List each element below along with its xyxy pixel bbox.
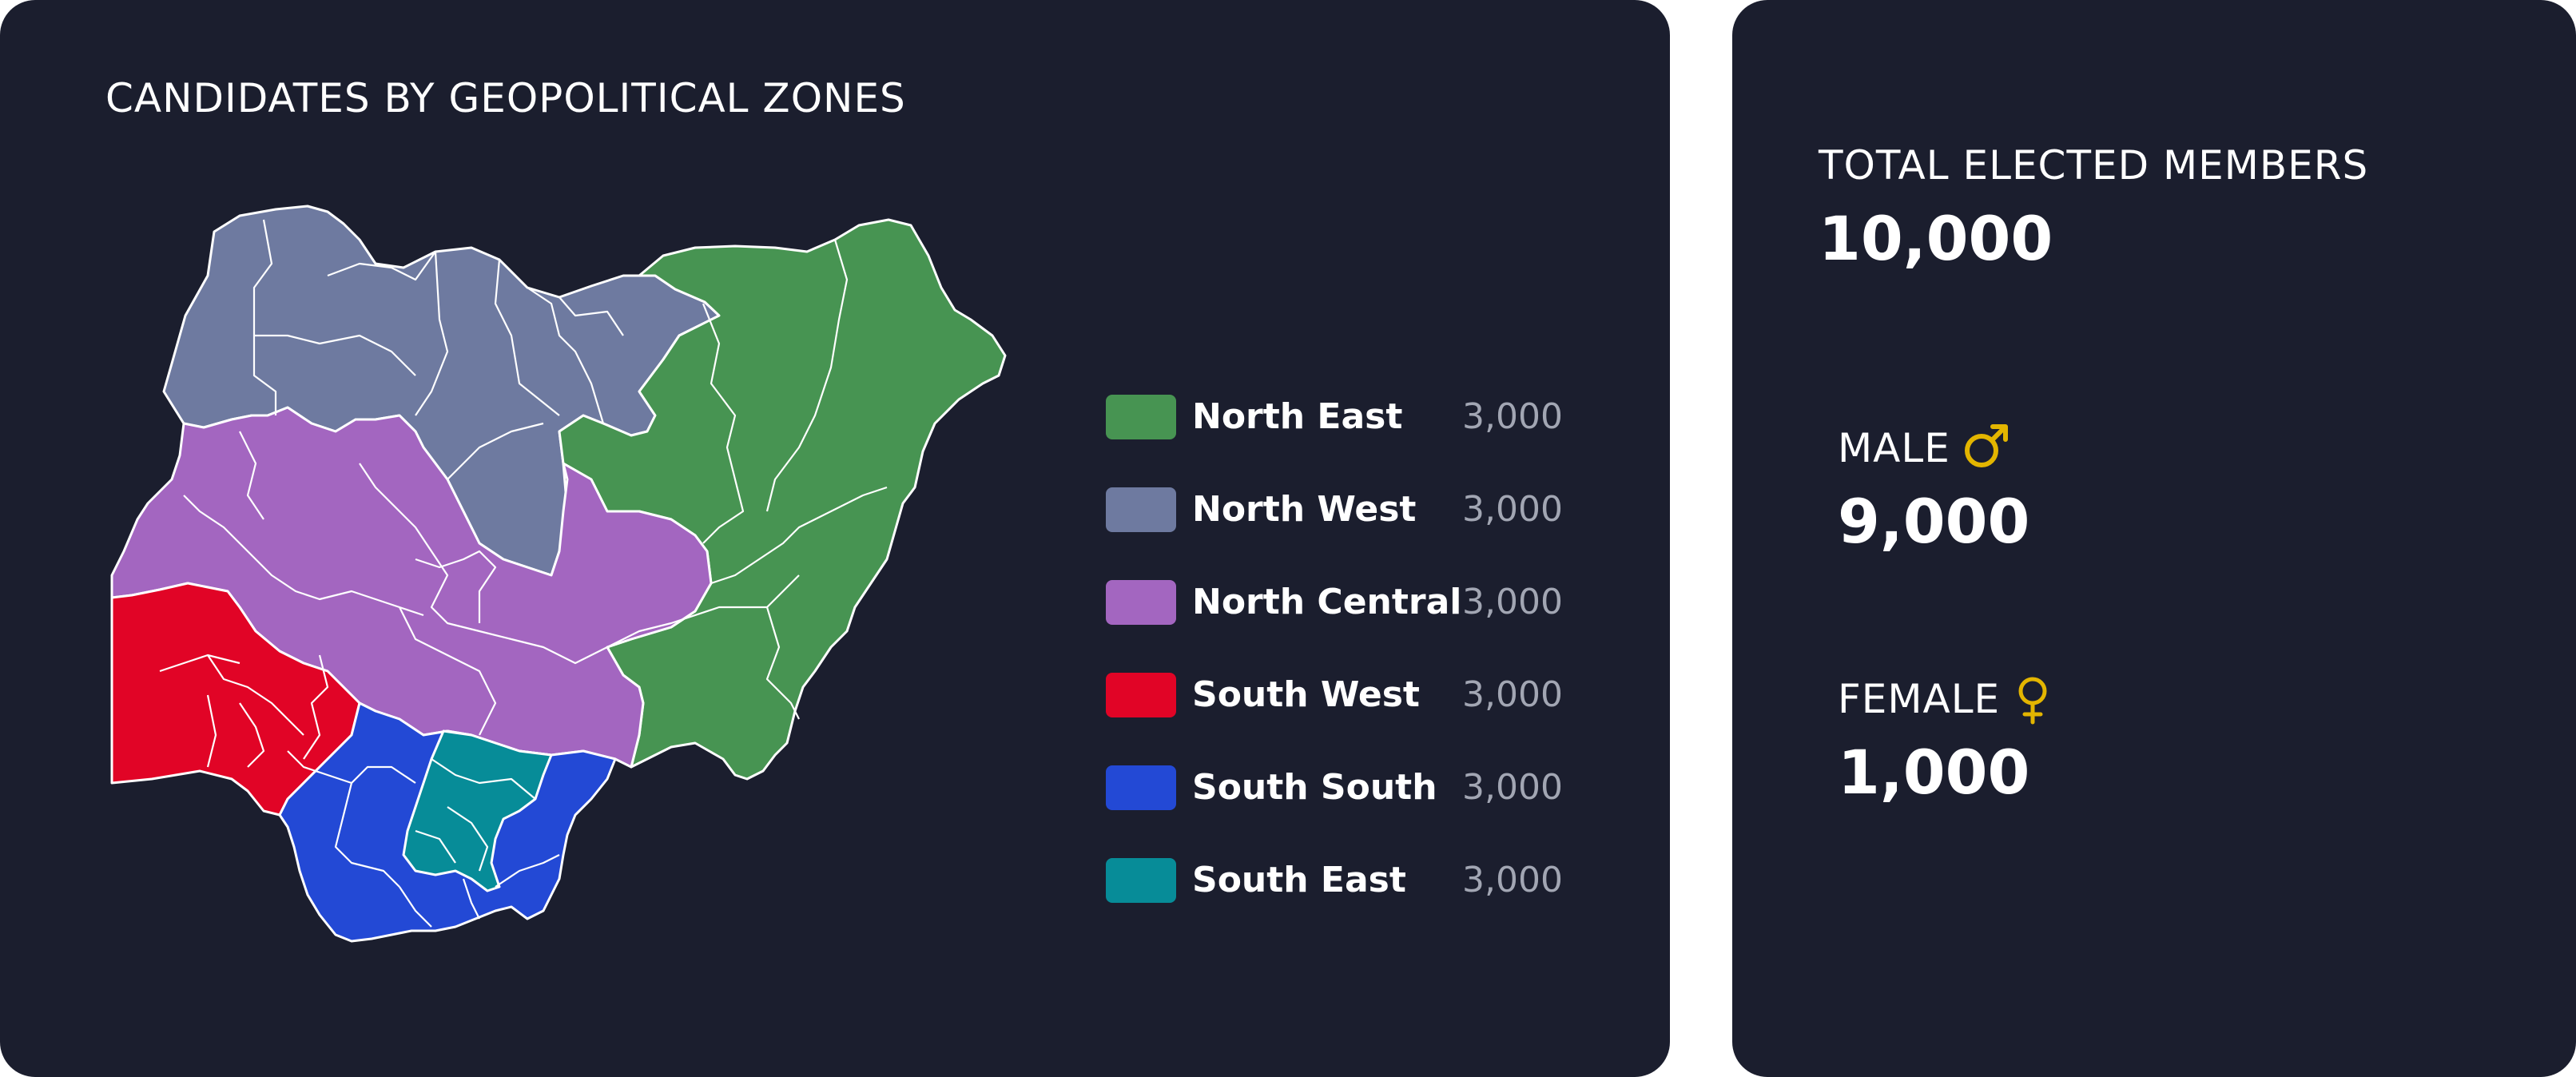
legend: North East 3,000 North West 3,000 North … (1106, 395, 1601, 951)
legend-item-north-west[interactable]: North West 3,000 (1106, 487, 1601, 580)
legend-item-south-south[interactable]: South South 3,000 (1106, 765, 1601, 858)
zone-south-east[interactable] (402, 729, 553, 892)
stats-card: TOTAL ELECTED MEMBERS 10,000 MALE 9,000 … (1732, 0, 2576, 1077)
legend-swatch (1106, 580, 1176, 625)
legend-value: 3,000 (1462, 860, 1563, 900)
female-label: FEMALE (1838, 676, 2001, 722)
female-value: 1,000 (1838, 737, 2030, 808)
legend-item-north-central[interactable]: North Central 3,000 (1106, 580, 1601, 673)
legend-value: 3,000 (1462, 396, 1563, 437)
nigeria-zones-map (110, 205, 1007, 943)
legend-label: North East (1192, 396, 1403, 437)
legend-label: South East (1192, 860, 1406, 900)
legend-swatch (1106, 858, 1176, 903)
legend-label: South South (1192, 767, 1437, 808)
legend-item-south-east[interactable]: South East 3,000 (1106, 858, 1601, 951)
legend-item-north-east[interactable]: North East 3,000 (1106, 395, 1601, 487)
legend-swatch (1106, 395, 1176, 439)
map-title: CANDIDATES BY GEOPOLITICAL ZONES (105, 75, 906, 121)
male-value: 9,000 (1838, 486, 2030, 557)
female-symbol-icon (2018, 677, 2047, 725)
total-members-label: TOTAL ELECTED MEMBERS (1819, 142, 2369, 189)
legend-label: North Central (1192, 582, 1462, 622)
legend-swatch (1106, 487, 1176, 532)
legend-label: South West (1192, 674, 1420, 715)
legend-swatch (1106, 673, 1176, 717)
legend-swatch (1106, 765, 1176, 810)
state-boundaries (159, 219, 888, 928)
legend-value: 3,000 (1462, 582, 1563, 622)
legend-label: North West (1192, 489, 1417, 530)
legend-item-south-west[interactable]: South West 3,000 (1106, 673, 1601, 765)
male-symbol-icon (1965, 424, 2008, 467)
legend-value: 3,000 (1462, 489, 1563, 530)
male-label: MALE (1838, 425, 1950, 471)
map-card: CANDIDATES BY GEOPOLITICAL ZONES (0, 0, 1670, 1077)
legend-value: 3,000 (1462, 767, 1563, 808)
total-members-value: 10,000 (1819, 203, 2053, 274)
zone-north-east[interactable] (558, 218, 1007, 781)
legend-value: 3,000 (1462, 674, 1563, 715)
